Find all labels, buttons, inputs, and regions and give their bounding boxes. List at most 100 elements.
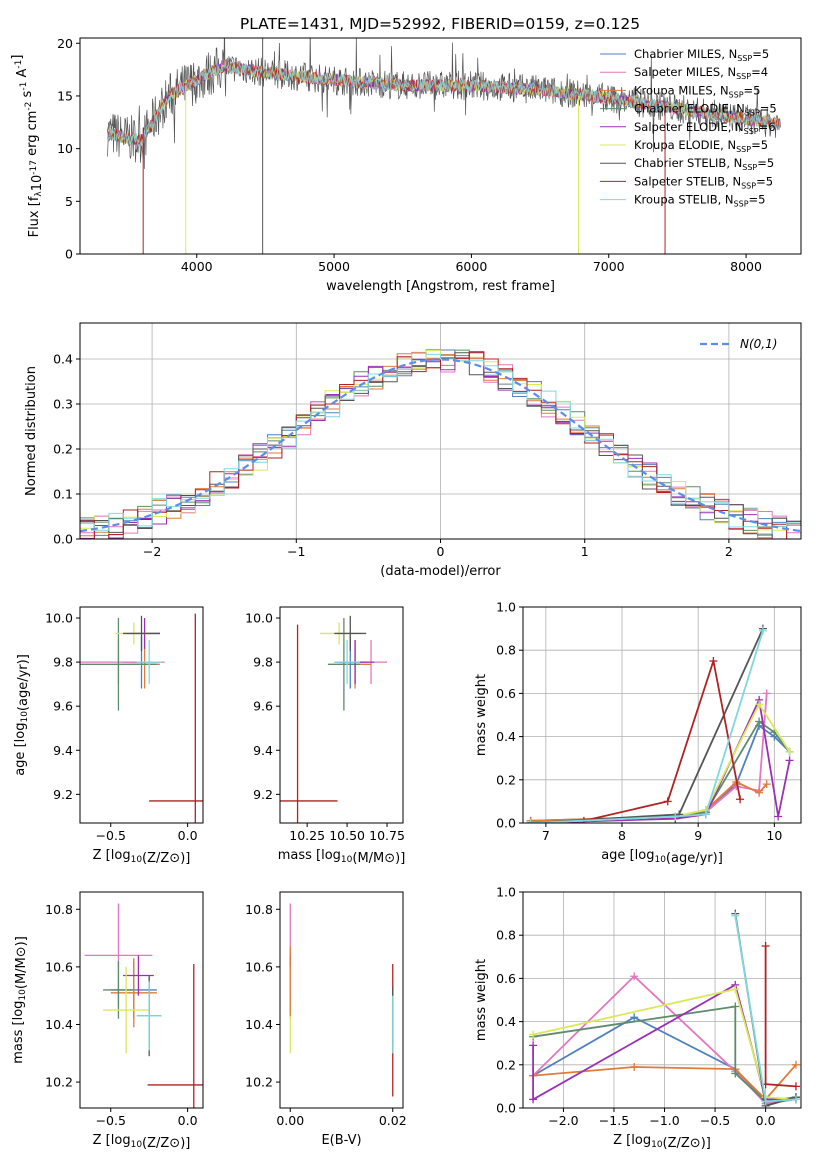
weight-marker xyxy=(785,756,794,765)
y-tick-label: 0.4 xyxy=(496,729,516,744)
errorbar-point xyxy=(110,958,157,1028)
errorbar-point xyxy=(334,640,360,685)
legend-entry: Chabrier ELODIE, NSSP=5 xyxy=(634,102,777,118)
x-tick-label: −0.5 xyxy=(96,1113,126,1128)
weight-marker xyxy=(758,626,767,635)
legend-entry: Kroupa MILES, NSSP=5 xyxy=(634,83,760,99)
svg-text:mass [log10(M/M⊙)]: mass [log10(M/M⊙)] xyxy=(11,936,29,1064)
x-tick-label: 4000 xyxy=(181,259,213,274)
x-tick-label: −2 xyxy=(143,544,161,559)
svg-text:age [log10(age/yr)]: age [log10(age/yr)] xyxy=(13,654,31,776)
axes-frame xyxy=(522,606,802,824)
residuals-plot-area xyxy=(80,349,801,539)
y-tick-label: 10 xyxy=(57,141,73,156)
x-tick-label: 5000 xyxy=(318,259,350,274)
legend-entry: N(0,1) xyxy=(740,337,777,351)
y-tick-label: 9.4 xyxy=(253,743,273,758)
y-tick-label: 0.6 xyxy=(496,686,516,701)
weight-marker xyxy=(630,1013,639,1022)
x-axis-label: age [log10(age/yr)] xyxy=(601,848,723,866)
z_age-plot-area xyxy=(80,613,203,823)
weight-series xyxy=(526,721,794,823)
x-axis-label: Z [log10(Z/Z⊙)] xyxy=(93,848,191,866)
y-axis-label: mass weight xyxy=(474,674,489,756)
y-tick-label: 0.0 xyxy=(53,532,73,547)
legend-entry: Salpeter STELIB, NSSP=5 xyxy=(634,174,773,190)
weight-marker xyxy=(736,795,745,804)
spectrum-plot-area xyxy=(107,38,781,254)
errorbar-point xyxy=(80,618,157,711)
svg-text:mass [log10(M/M⊙)]: mass [log10(M/M⊙)] xyxy=(278,848,406,866)
svg-text:wavelength [Angstrom, rest fra: wavelength [Angstrom, rest frame] xyxy=(326,279,555,294)
weight-series xyxy=(526,626,767,823)
svg-text:Normed distribution: Normed distribution xyxy=(24,366,39,496)
x-axis-label: Z [log10(Z/Z⊙)] xyxy=(613,1133,711,1151)
weight-line xyxy=(530,702,791,823)
spectrum-legend: Chabrier MILES, NSSP=5 Salpeter MILES, NS… xyxy=(600,47,777,209)
weight-marker xyxy=(731,911,740,920)
y-tick-label: 10.6 xyxy=(245,959,273,974)
axes-frame xyxy=(522,891,802,1109)
x-tick-label: −1.5 xyxy=(599,1113,629,1128)
errorbar-point xyxy=(147,964,203,1108)
weight-marker xyxy=(709,657,718,665)
y-tick-label: 10.4 xyxy=(45,1017,73,1032)
y-tick-label: 9.2 xyxy=(253,787,273,802)
x-axis-label: mass [log10(M/M⊙)] xyxy=(278,848,406,866)
weight-marker xyxy=(762,689,771,698)
x-axis-label: Z [log10(Z/Z⊙)] xyxy=(93,1133,191,1151)
weight-marker xyxy=(762,780,771,789)
y-axis-label: mass weight xyxy=(474,959,489,1041)
weight-marker xyxy=(791,1060,800,1069)
y-tick-label: 0 xyxy=(65,247,73,262)
x-tick-label: −2.0 xyxy=(548,1113,578,1128)
weight-marker xyxy=(529,1030,538,1039)
z_weight-plot-area xyxy=(529,909,800,1108)
weight-marker xyxy=(529,1095,538,1104)
x-tick-label: −1 xyxy=(287,544,305,559)
x-tick-label: 9 xyxy=(694,828,702,843)
weight-line xyxy=(532,988,796,1101)
x-tick-label: 8 xyxy=(618,828,626,843)
weight-marker xyxy=(630,1062,639,1071)
residuals-axes: −2 −1 0 1 2 0.0 0.1 0.2 0.3 0.4 (data-model)/error… xyxy=(24,322,802,579)
errorbar-point xyxy=(136,981,162,1051)
y-axis-label: Flux [fλ10-17 erg cm-2 s-1 A-1] xyxy=(10,55,45,238)
x-axis-label: (data-model)/error xyxy=(380,564,501,579)
x-tick-label: 0 xyxy=(437,544,445,559)
svg-text:(data-model)/error: (data-model)/error xyxy=(380,564,501,579)
y-tick-label: 0.4 xyxy=(496,1014,516,1029)
y-tick-label: 9.2 xyxy=(53,787,73,802)
ebv_mass-plot-area xyxy=(289,903,394,1097)
weight-marker xyxy=(663,797,672,806)
svg-text:E(B-V): E(B-V) xyxy=(321,1133,361,1148)
weight-marker xyxy=(755,700,764,709)
y-tick-label: 0.0 xyxy=(496,816,516,831)
y-tick-label: 0.2 xyxy=(496,772,516,787)
axes-frame xyxy=(79,37,802,255)
age_weight-plot-area xyxy=(526,624,794,823)
svg-text:Z [log10(Z/Z⊙)]: Z [log10(Z/Z⊙)] xyxy=(93,848,191,866)
x-axis-label: wavelength [Angstrom, rest frame] xyxy=(326,279,555,294)
x-tick-label: 10.50 xyxy=(329,828,365,843)
svg-text:mass weight: mass weight xyxy=(474,959,489,1041)
weight-marker xyxy=(774,812,783,821)
y-tick-label: 9.4 xyxy=(53,743,73,758)
y-tick-label: 10.2 xyxy=(245,1075,273,1090)
y-tick-label: 1.0 xyxy=(496,600,516,615)
errorbar-point xyxy=(334,615,367,652)
y-tick-label: 0.2 xyxy=(496,1057,516,1072)
y-tick-label: 0.3 xyxy=(53,397,73,412)
axes-frame xyxy=(79,891,204,1109)
legend-entry: Salpeter MILES, NSSP=4 xyxy=(634,65,768,81)
y-tick-label: 0.1 xyxy=(53,487,73,502)
x-tick-label: 2 xyxy=(725,544,733,559)
errorbar-point xyxy=(136,640,162,685)
legend-entry: Kroupa STELIB, NSSP=5 xyxy=(634,193,765,209)
weight-marker xyxy=(755,788,764,797)
legend-entry: Kroupa ELODIE, NSSP=5 xyxy=(634,138,768,154)
x-tick-label: 0.0 xyxy=(178,828,198,843)
weight-marker xyxy=(731,1069,740,1078)
y-tick-label: 10.8 xyxy=(45,902,73,917)
